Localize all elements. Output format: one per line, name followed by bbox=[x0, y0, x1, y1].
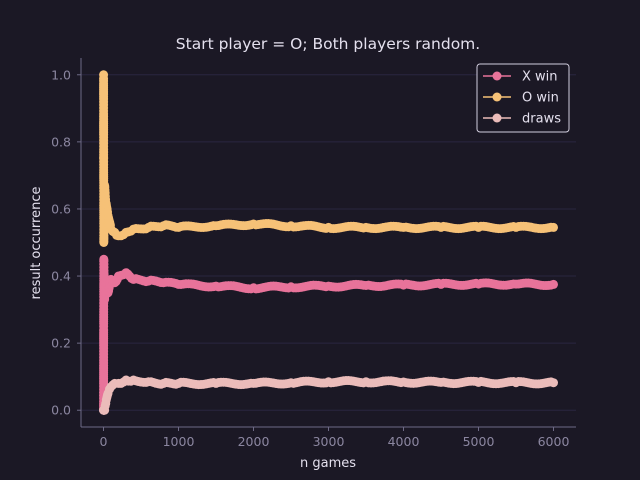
legend-item-o-win: O win bbox=[483, 91, 559, 106]
legend-item-x-win: X win bbox=[483, 70, 558, 85]
data-marker bbox=[108, 380, 118, 390]
x-tick-label: 3000 bbox=[313, 434, 345, 449]
legend-swatch-marker bbox=[492, 113, 502, 123]
chart-title: Start player = O; Both players random. bbox=[176, 35, 480, 53]
y-tick-label: 0.6 bbox=[51, 201, 71, 216]
legend-item-draws: draws bbox=[483, 112, 561, 127]
data-marker bbox=[546, 377, 556, 387]
data-marker bbox=[546, 280, 556, 290]
tick-marks: 0.0 0.2 0.4 0.6 0.8 1.0 0 1000 2000 3000 4000 5000 6… bbox=[51, 67, 569, 449]
data-marker bbox=[99, 325, 109, 335]
legend-label: draws bbox=[522, 112, 561, 127]
x-tick-label: 6000 bbox=[538, 434, 570, 449]
series-o-win bbox=[99, 70, 558, 247]
x-tick-label: 0 bbox=[100, 434, 108, 449]
y-axis-label: result occurrence bbox=[29, 187, 44, 300]
series-layer bbox=[99, 70, 558, 415]
y-tick-label: 0.4 bbox=[51, 269, 71, 284]
x-tick-label: 2000 bbox=[238, 434, 270, 449]
x-tick-label: 5000 bbox=[463, 434, 495, 449]
x-axis-label: n games bbox=[300, 456, 356, 471]
legend: X win O win draws bbox=[476, 63, 570, 133]
y-tick-label: 0.0 bbox=[51, 403, 71, 418]
series-x-win bbox=[99, 254, 558, 415]
legend-swatch-marker bbox=[492, 71, 502, 81]
y-tick-label: 1.0 bbox=[51, 67, 71, 82]
x-tick-label: 4000 bbox=[388, 434, 420, 449]
x-tick-label: 1000 bbox=[163, 434, 195, 449]
y-tick-label: 0.2 bbox=[51, 336, 71, 351]
data-marker bbox=[546, 222, 556, 232]
legend-label: O win bbox=[522, 91, 559, 106]
legend-swatch-marker bbox=[492, 92, 502, 102]
series-draws bbox=[99, 375, 558, 415]
legend-label: X win bbox=[522, 70, 558, 85]
y-tick-label: 0.8 bbox=[51, 134, 71, 149]
